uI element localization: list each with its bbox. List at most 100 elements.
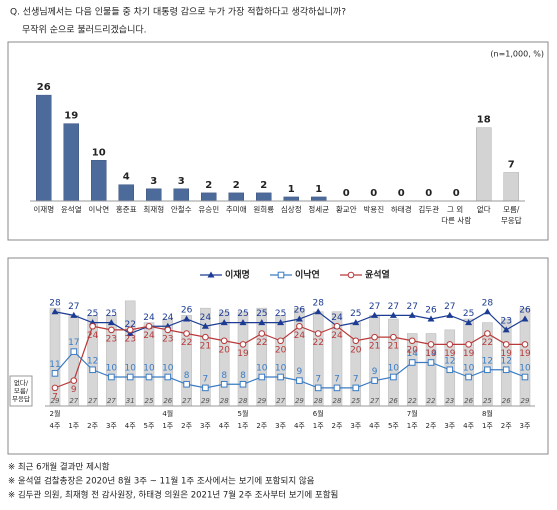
x-tick-label: 2주 xyxy=(501,422,512,430)
bar-value-label: 22 xyxy=(427,397,436,405)
value-label: 24 xyxy=(331,331,343,341)
value-label: 24 xyxy=(200,313,212,323)
value-label: 12 xyxy=(500,356,511,366)
x-tick-label: 심상정 xyxy=(281,204,302,214)
value-label: 24 xyxy=(331,313,343,323)
value-label: 26 xyxy=(425,306,437,316)
x-tick-label: 1주 xyxy=(238,422,249,430)
marker xyxy=(145,373,153,381)
marker xyxy=(277,373,284,381)
bar-value-label: 29 xyxy=(201,397,210,405)
bar-value-label: 29 xyxy=(51,397,60,405)
marker xyxy=(51,370,59,377)
value-label: 7 xyxy=(203,374,209,384)
marker xyxy=(371,377,378,384)
marker xyxy=(183,330,190,337)
bar xyxy=(369,315,380,407)
value-label: 23 xyxy=(162,334,173,344)
x-tick-label: 이낙연 xyxy=(88,204,109,214)
value-label: 26 xyxy=(294,306,306,316)
marker xyxy=(521,315,529,322)
value-label: 25 xyxy=(256,309,267,319)
bar xyxy=(228,192,244,202)
bar-value-label: 26 xyxy=(389,397,398,405)
bar xyxy=(237,311,249,407)
marker xyxy=(314,384,322,392)
marker xyxy=(220,319,228,326)
marker xyxy=(70,377,78,384)
marker xyxy=(465,373,472,381)
x-tick-label: 김두관 xyxy=(418,204,439,214)
marker xyxy=(390,333,397,341)
bar xyxy=(218,311,230,407)
value-label: 25 xyxy=(87,309,98,319)
value-label: 14 xyxy=(406,349,418,359)
value-label: 24 xyxy=(87,331,99,341)
bar-value-label: 23 xyxy=(445,397,454,405)
series-line xyxy=(54,311,526,335)
x-tick-label: 홍준표 xyxy=(116,204,137,214)
x-tick-label: 3주 xyxy=(106,422,117,430)
value-label: 8 xyxy=(240,371,246,381)
marker xyxy=(183,380,190,388)
x-tick-label: 4주 xyxy=(125,422,136,430)
x-tick-label: 3주 xyxy=(520,422,531,430)
value-label: 20 xyxy=(275,345,287,355)
value-label: 21 xyxy=(369,342,380,352)
value-label: 25 xyxy=(350,309,361,319)
marker xyxy=(502,366,510,374)
footnote: ※ 윤석열 검찰총장은 2020년 8월 3주 ~ 11월 1주 조사에서는 보… xyxy=(8,476,315,487)
value-label: 10 xyxy=(388,364,400,374)
legend-marker xyxy=(347,271,355,279)
marker xyxy=(484,366,491,374)
value-label: 26 xyxy=(519,306,531,316)
bottom-chart-frame xyxy=(7,257,549,455)
month-label: 8월 xyxy=(482,409,493,418)
value-label: 19 xyxy=(519,349,531,359)
value-label: 17 xyxy=(68,338,79,348)
bar xyxy=(388,318,399,407)
x-tick-label: 윤석열 xyxy=(61,204,82,214)
value-label: 10 xyxy=(124,364,136,374)
x-tick-label: 이재명 xyxy=(33,204,54,214)
marker xyxy=(427,341,435,348)
value-label: 0 xyxy=(398,188,405,199)
marker xyxy=(427,315,435,322)
marker xyxy=(352,337,360,345)
bar xyxy=(312,311,324,407)
value-label: 25 xyxy=(275,309,286,319)
value-label: 22 xyxy=(312,338,323,348)
marker xyxy=(408,337,416,345)
value-label: 28 xyxy=(49,298,61,308)
bar xyxy=(311,196,327,202)
value-label: 0 xyxy=(425,188,432,199)
value-label: 19 xyxy=(425,349,437,359)
marker xyxy=(70,311,78,318)
legend-label: 이재명 xyxy=(225,269,250,281)
marker xyxy=(333,322,341,330)
bar xyxy=(49,307,61,407)
marker xyxy=(465,341,472,348)
x-tick-label: 없다 xyxy=(477,205,491,214)
value-label: 10 xyxy=(106,364,118,374)
value-label: 10 xyxy=(162,364,174,374)
sample-note: (n=1,000, %) xyxy=(490,50,544,59)
x-tick-label: 추미애 xyxy=(226,205,247,214)
value-label: 12 xyxy=(444,356,455,366)
marker xyxy=(296,322,303,330)
x-tick-label: 1주 xyxy=(407,422,418,430)
value-label: 27 xyxy=(444,302,455,312)
x-tick-label: 3주 xyxy=(350,422,361,430)
bar-value-label: 31 xyxy=(126,397,135,405)
marker xyxy=(202,384,209,392)
marker xyxy=(258,330,266,337)
value-label: 12 xyxy=(87,356,98,366)
value-label: 20 xyxy=(350,345,362,355)
marker xyxy=(277,337,284,345)
x-tick-label: 2주 xyxy=(332,422,343,430)
value-label: 23 xyxy=(106,334,117,344)
value-label: 24 xyxy=(143,331,155,341)
x-tick-label: 하태경 xyxy=(391,204,412,214)
marker xyxy=(51,308,59,315)
x-tick-label: 2주 xyxy=(87,422,98,430)
